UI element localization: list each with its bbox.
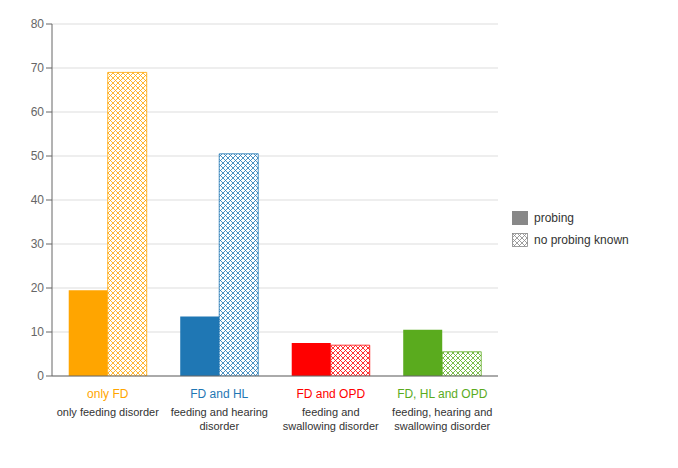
svg-text:feeding andswallowing disorder: feeding andswallowing disorder [283, 406, 379, 432]
svg-text:FD and HL: FD and HL [190, 387, 248, 401]
svg-text:80: 80 [31, 17, 45, 31]
svg-text:70: 70 [31, 61, 45, 75]
svg-text:feeding and hearingdisorder: feeding and hearingdisorder [171, 406, 268, 432]
svg-text:only FD: only FD [87, 387, 129, 401]
svg-text:40: 40 [31, 193, 45, 207]
svg-text:feeding, hearing andswallowing: feeding, hearing andswallowing disorder [392, 406, 492, 432]
svg-text:60: 60 [31, 105, 45, 119]
svg-text:FD and OPD: FD and OPD [296, 387, 365, 401]
svg-text:30: 30 [31, 237, 45, 251]
svg-text:0: 0 [37, 369, 44, 383]
html-text:no probing known: no probing known [534, 233, 629, 247]
svg-text:20: 20 [31, 281, 45, 295]
svg-text:50: 50 [31, 149, 45, 163]
html-text:probing: probing [534, 211, 574, 225]
svg-text:10: 10 [31, 325, 45, 339]
svg-text:FD, HL and OPD: FD, HL and OPD [397, 387, 488, 401]
svg-text:only feeding disorder: only feeding disorder [57, 406, 159, 418]
